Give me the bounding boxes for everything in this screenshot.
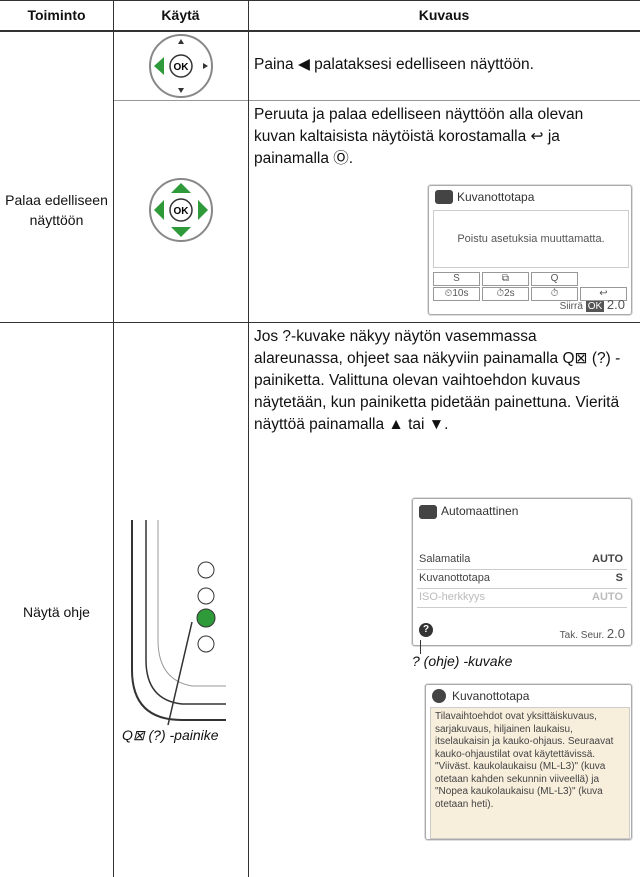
- multi-selector-all: OK: [149, 178, 213, 242]
- icon-cell: ↩: [580, 287, 627, 301]
- footer-item: OK: [585, 301, 605, 312]
- icon-cell: Q: [531, 272, 578, 286]
- icon-cell: ⧉: [482, 272, 529, 286]
- rule: [113, 100, 640, 101]
- screen-title: Kuvanottotapa: [457, 190, 535, 204]
- camera-illustration: [131, 520, 226, 726]
- menu-item: ISO-herkkyys: [419, 591, 486, 603]
- screen-message: Poistu asetuksia muuttamatta.: [433, 210, 629, 268]
- menu-item: Kuvanottotapa: [419, 572, 490, 584]
- description: Jos ?-kuvake näkyy näytön vasemmassa ala…: [254, 328, 621, 433]
- svg-text:OK: OK: [174, 62, 190, 73]
- menu-row: Kuvanottotapa S: [417, 570, 627, 589]
- pointer-line: [420, 640, 421, 654]
- camera-icon: [435, 190, 453, 204]
- header-cell: Käytä: [161, 7, 200, 23]
- help-screen: Kuvanottotapa Tilavaihtoehdot ovat yksit…: [425, 684, 632, 840]
- rule: [0, 322, 640, 323]
- function-label: Palaa edelliseen näyttöön: [5, 192, 108, 228]
- multi-selector-left: OK: [149, 34, 213, 98]
- screen-title: Kuvanottotapa: [452, 689, 530, 703]
- footer-item: Seur.: [580, 630, 605, 641]
- help-icon: [432, 689, 446, 703]
- screen-title: Automaattinen: [441, 504, 519, 518]
- icon-cell: S: [433, 272, 480, 286]
- rule: [0, 30, 640, 32]
- icon-cell: ⏲10s: [433, 287, 480, 301]
- description: Paina ◀ palataksesi edelliseen näyttöön.: [254, 56, 534, 73]
- rule: [248, 0, 249, 877]
- screen-footer: Siirrä OK 2.0: [560, 297, 625, 312]
- screen: Kuvanottotapa Poistu asetuksia muuttamat…: [428, 185, 632, 315]
- footer-item: Siirrä: [559, 301, 583, 312]
- header-cell: Toiminto: [27, 7, 86, 23]
- rule: [113, 0, 114, 877]
- screen: Automaattinen Salamatila AUTO Kuvanottotap…: [412, 498, 632, 646]
- footer-item: 2.0: [606, 626, 625, 641]
- menu-list: Salamatila AUTO Kuvanottotapa S ISO-herkkyys…: [417, 551, 627, 608]
- icon-label: ? (ohje) -kuvake: [412, 653, 513, 669]
- camera-icon: [419, 505, 437, 519]
- menu-item: Salamatila: [419, 553, 471, 565]
- menu-row: Salamatila AUTO: [417, 551, 627, 570]
- menu-value: S: [615, 572, 623, 584]
- help-text: Tilavaihtoehdot ovat yksittäiskuvaus, sa…: [430, 707, 630, 839]
- help-icon: ?: [419, 623, 433, 637]
- menu-value: AUTO: [592, 553, 623, 565]
- icon-cell: ⏱: [531, 287, 578, 301]
- footer-item: 2.0: [606, 297, 625, 312]
- menu-row: ISO-herkkyys AUTO: [417, 589, 627, 608]
- header-cell: Kuvaus: [418, 7, 470, 23]
- button-label: Q⊠ (?) -painike: [122, 727, 219, 743]
- icon-cell: ⏱2s: [482, 287, 529, 301]
- screen-footer: Tak. Seur. 2.0: [560, 626, 625, 641]
- footer-item: Tak.: [559, 630, 578, 641]
- menu-value: AUTO: [592, 591, 623, 603]
- description: Peruuta ja palaa edelliseen näyttöön all…: [254, 106, 584, 167]
- rule: [0, 0, 640, 1]
- svg-text:OK: OK: [174, 206, 190, 217]
- function-label: Näytä ohje: [23, 604, 90, 620]
